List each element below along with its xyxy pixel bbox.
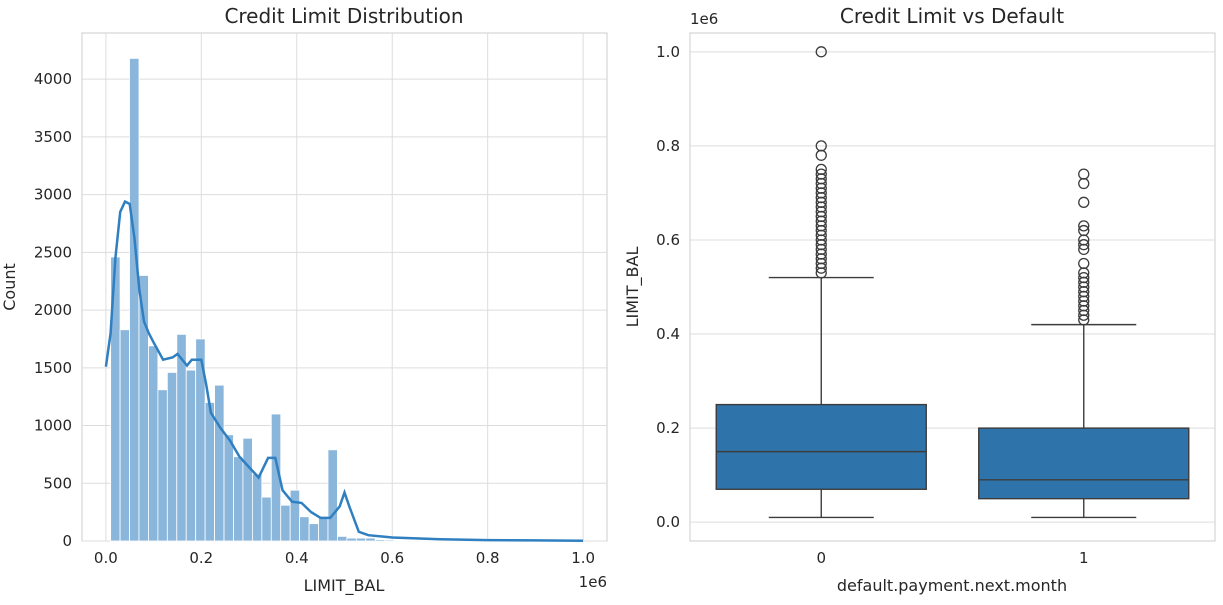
boxplot-panel: 0 1 0.0 0.2 0.4 0.6 0.8 1.0 Credit Limit vs De… <box>623 4 1216 595</box>
boxplot-outlier-point <box>1078 239 1090 251</box>
boxplot-outlier-point <box>815 163 827 176</box>
histogram-bar <box>289 489 301 542</box>
kde-curve <box>104 199 584 542</box>
histogram-panel: 0.0 0.2 0.4 0.6 0.8 1.0 0 500 1000 1500 2000 2500 3… <box>0 4 608 596</box>
boxplot-y-offset-label: 1e6 <box>690 10 718 28</box>
boxplot-outlier-point <box>1078 271 1090 284</box>
histogram-y-tick-label: 4000 <box>34 70 72 88</box>
histogram-bar <box>166 372 178 542</box>
boxplot-outlier-point <box>815 46 827 58</box>
boxplot-y-axis-label: LIMIT_BAL <box>623 247 643 328</box>
histogram-bar <box>185 369 197 542</box>
histogram-bar <box>204 402 215 542</box>
histogram-y-tick-label: 2500 <box>34 243 72 261</box>
histogram-bar <box>299 516 310 542</box>
histogram-y-tick-label: 3500 <box>34 128 72 146</box>
histogram-x-offset-label: 1e6 <box>579 573 607 591</box>
histogram-bar <box>327 449 338 542</box>
histogram-y-tick-label: 3000 <box>34 186 72 204</box>
histogram-bar <box>355 537 367 542</box>
histogram-bar <box>365 537 376 542</box>
histogram-bar <box>318 516 329 542</box>
histogram-bar <box>148 345 159 542</box>
histogram-bar <box>403 540 414 542</box>
boxplot-outlier-point <box>1078 224 1090 237</box>
histogram-bar <box>384 539 395 542</box>
histogram-x-axis-label: LIMIT_BAL <box>304 576 385 596</box>
boxplot-y-tick-label: 1.0 <box>656 43 680 61</box>
histogram-bar <box>337 535 348 542</box>
histogram-y-axis-label: Count <box>0 263 19 311</box>
histogram-bar <box>261 496 272 542</box>
boxplot-y-tick-label: 0.8 <box>656 137 680 155</box>
histogram-y-tick-label: 0 <box>62 532 72 550</box>
histogram-bar <box>233 456 244 542</box>
boxplot-outlier-point <box>1078 220 1090 232</box>
histogram-x-tick-label: 0.4 <box>285 549 309 567</box>
histogram-bar <box>308 523 319 542</box>
histogram-bar <box>280 504 291 542</box>
histogram-x-tick-label: 0.8 <box>476 549 500 567</box>
boxplot-x-axis-label: default.payment.next.month <box>837 576 1067 595</box>
histogram-y-tick-label: 1500 <box>34 359 72 377</box>
boxplot-y-tick-label: 0.4 <box>656 325 680 343</box>
histogram-bar <box>251 473 263 542</box>
histogram-bar <box>129 58 140 542</box>
boxplot-outlier-point <box>1078 196 1090 208</box>
boxplot-outlier-point <box>815 140 827 152</box>
histogram-bar <box>346 537 357 542</box>
boxplot-outlier-point <box>815 168 827 180</box>
boxplot-y-tick-label: 0.2 <box>656 419 680 437</box>
histogram-bar <box>119 329 130 542</box>
histogram-bar <box>242 437 253 542</box>
histogram-bar <box>374 539 386 542</box>
histogram-x-tick-label: 1.0 <box>571 549 595 567</box>
boxplot-title: Credit Limit vs Default <box>840 4 1064 28</box>
boxplot-x-tick-label: 1 <box>1079 549 1089 567</box>
histogram-x-tick-label: 0.2 <box>189 549 213 567</box>
boxplot-y-tick-label: 0.0 <box>656 513 680 531</box>
histogram-y-tick-label: 2000 <box>34 301 72 319</box>
histogram-bar <box>223 434 234 542</box>
histogram-x-tick-label: 0.0 <box>94 549 118 567</box>
boxplot-y-tick-label: 0.6 <box>656 231 680 249</box>
boxplot-outlier-point <box>1078 168 1090 180</box>
boxplot-outlier-point <box>1078 257 1090 270</box>
histogram-title: Credit Limit Distribution <box>224 4 463 28</box>
histogram-x-tick-label: 0.6 <box>380 549 404 567</box>
histogram-bar <box>214 384 225 542</box>
boxplot-box <box>978 427 1190 500</box>
histogram-y-tick-label: 500 <box>43 474 72 492</box>
histogram-bar <box>176 333 187 542</box>
boxplot-x-tick-label: 0 <box>816 549 826 567</box>
histogram-bar <box>157 389 168 542</box>
histogram-y-tick-label: 1000 <box>34 417 72 435</box>
histogram-bar <box>393 539 404 542</box>
boxplot-box <box>715 403 927 490</box>
